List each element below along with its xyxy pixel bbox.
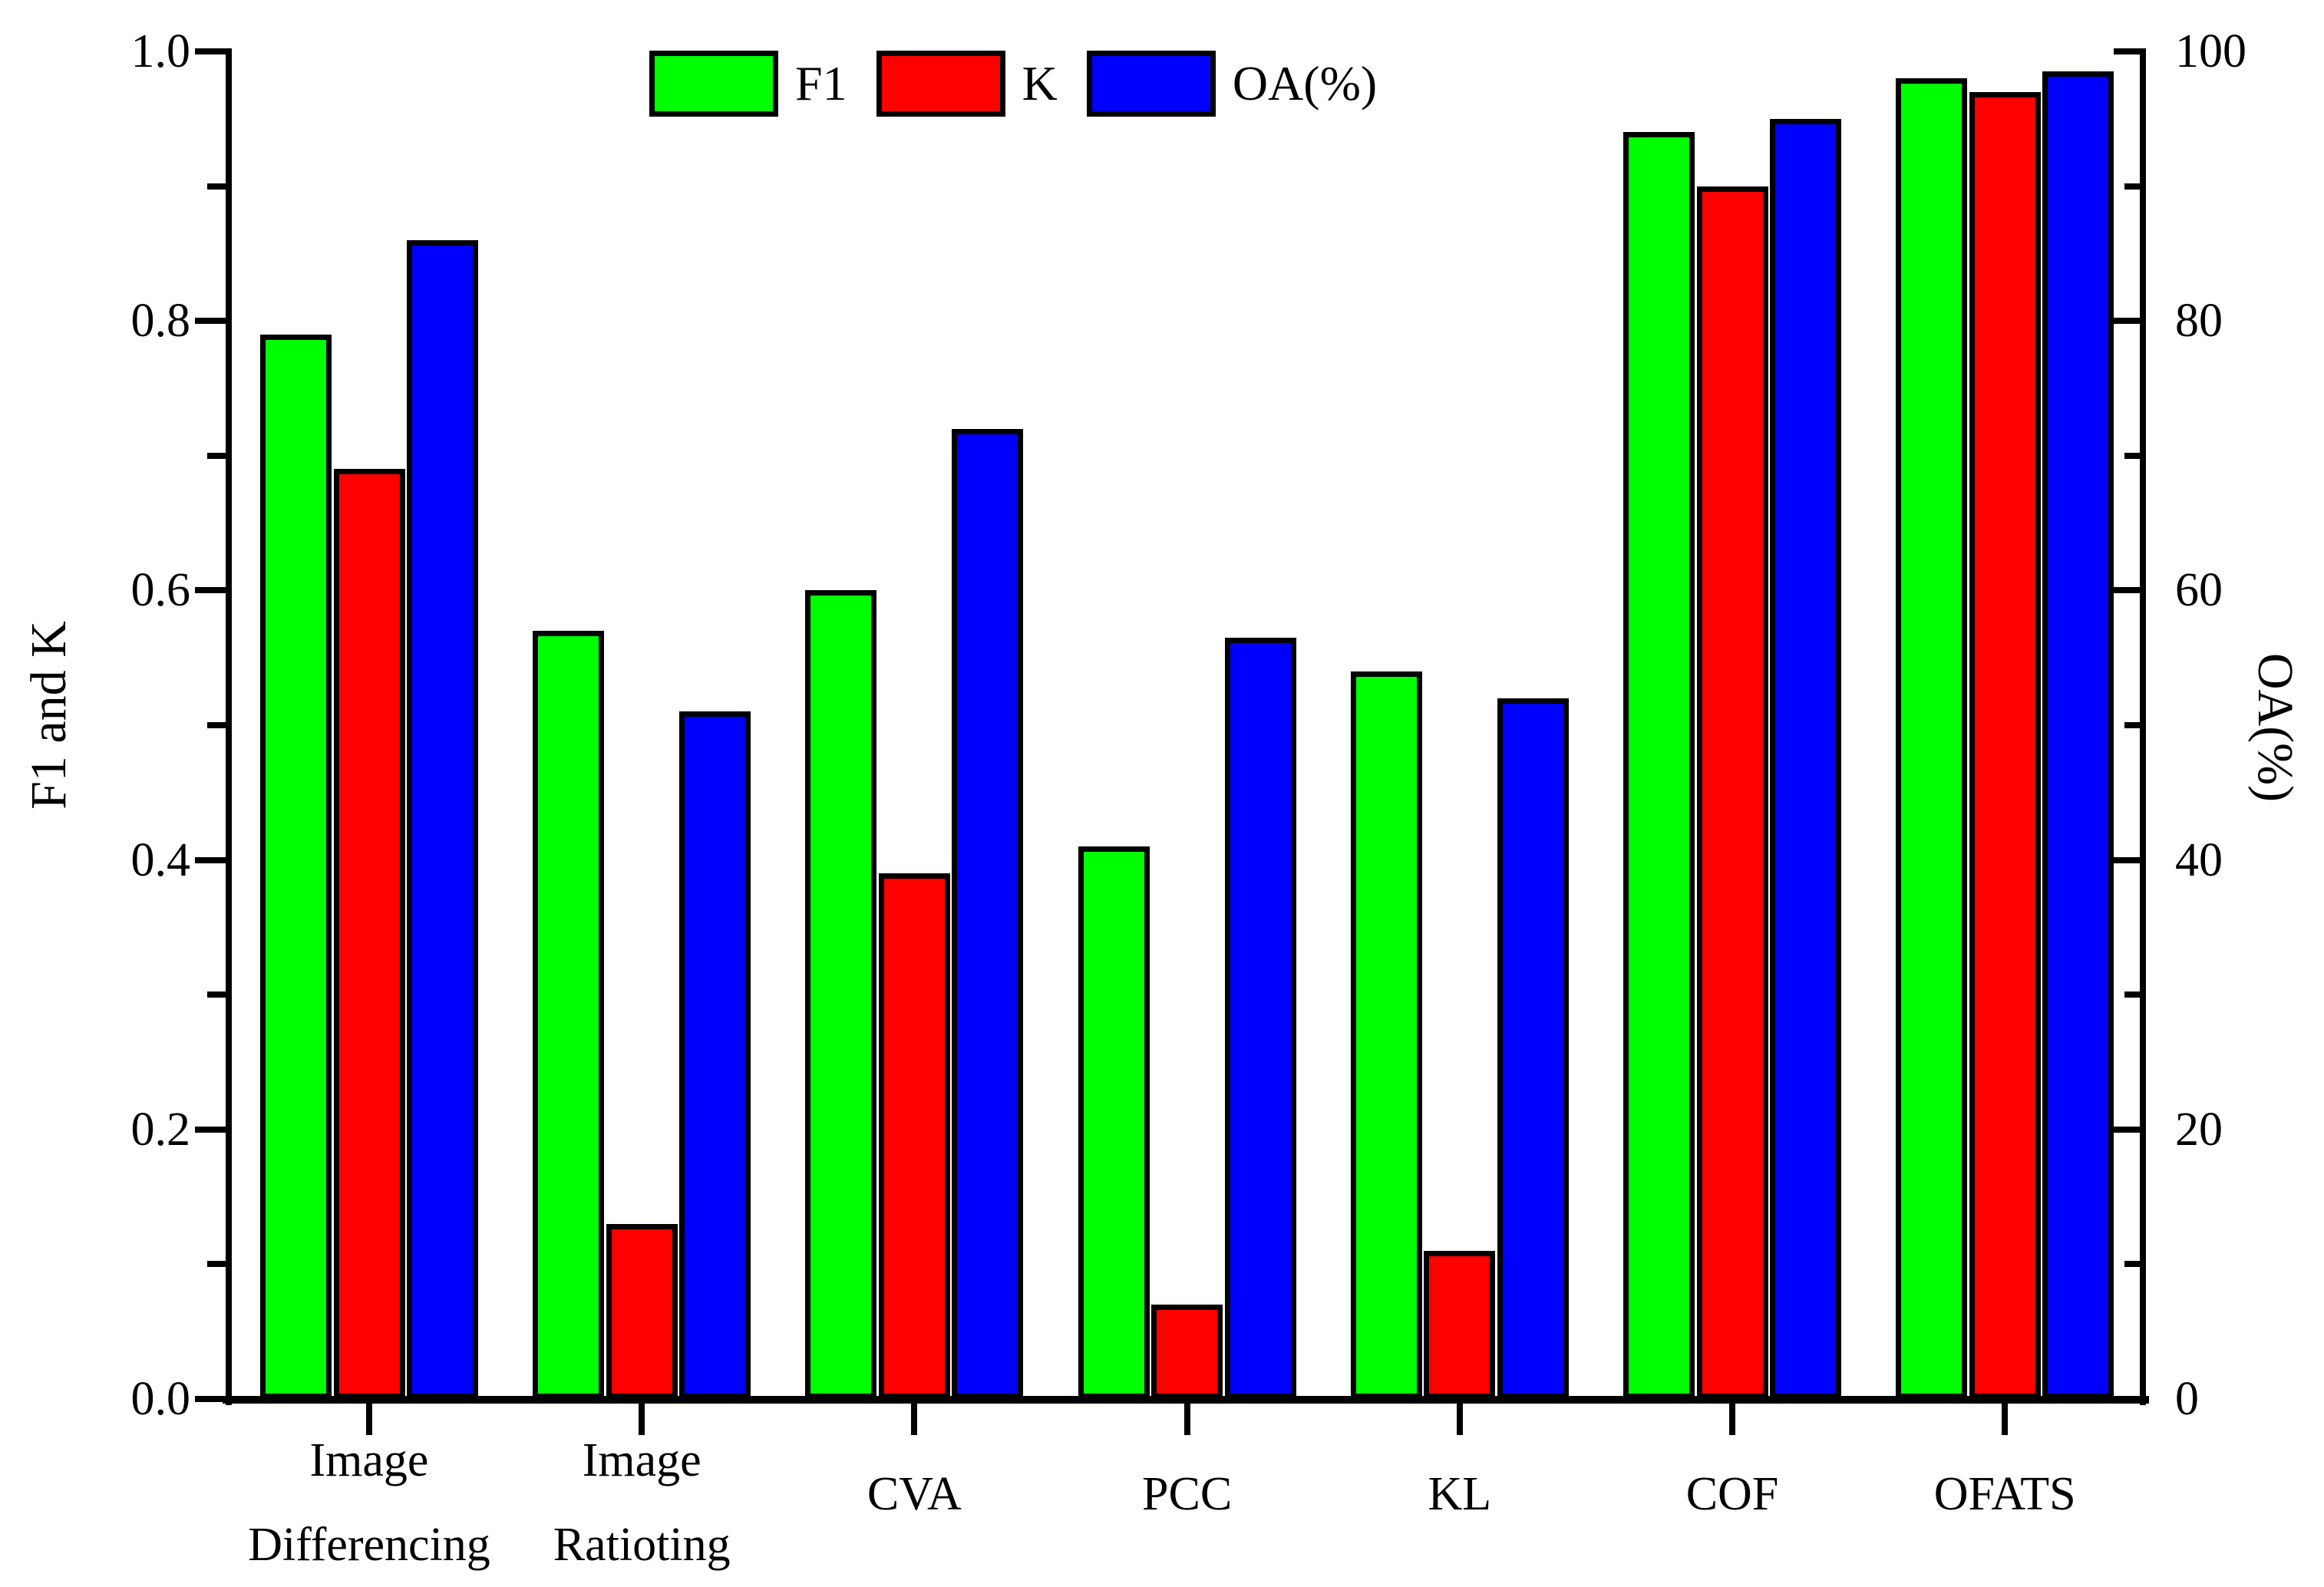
legend-swatch-OA(%) bbox=[1086, 51, 1216, 117]
left-axis-major-tick bbox=[195, 856, 226, 863]
left-axis-title: F1 and K bbox=[21, 621, 77, 810]
legend-item-OA(%): OA(%) bbox=[1086, 51, 1378, 117]
right-axis-title: OA(%) bbox=[2247, 652, 2303, 803]
x-axis-tick bbox=[911, 1403, 918, 1435]
bar-F1-Image Ratioting bbox=[533, 631, 605, 1399]
left-axis-minor-tick bbox=[207, 1261, 226, 1268]
left-axis-major-tick bbox=[195, 587, 226, 594]
x-axis-tick bbox=[366, 1403, 372, 1435]
right-axis-minor-tick bbox=[2124, 722, 2140, 728]
x-axis-line bbox=[223, 1396, 2149, 1404]
bar-F1-COF bbox=[1623, 132, 1695, 1399]
left-axis-tick-label: 0.0 bbox=[130, 1373, 191, 1425]
bar-F1-KL bbox=[1350, 671, 1422, 1399]
left-axis-spine bbox=[226, 48, 232, 1405]
right-axis-minor-tick bbox=[2124, 452, 2140, 459]
right-axis-major-tick bbox=[2114, 1396, 2140, 1402]
right-axis-tick-label: 40 bbox=[2175, 833, 2223, 886]
left-axis-tick-label: 1.0 bbox=[130, 25, 191, 78]
bar-OA(%)-KL bbox=[1497, 698, 1569, 1399]
right-axis-tick-label: 80 bbox=[2175, 295, 2223, 348]
right-axis-minor-tick bbox=[2124, 1261, 2140, 1268]
legend-label: F1 bbox=[795, 56, 847, 111]
right-axis-spine bbox=[2140, 48, 2146, 1405]
bar-OA(%)-COF bbox=[1770, 118, 1841, 1399]
x-axis-tick bbox=[1729, 1403, 1735, 1435]
left-axis-tick-label: 0.6 bbox=[130, 564, 191, 617]
x-axis-tick bbox=[639, 1403, 645, 1435]
x-axis-tick bbox=[1456, 1403, 1463, 1435]
right-axis-major-tick bbox=[2114, 1126, 2140, 1133]
bar-OA(%)-OFATS bbox=[2042, 71, 2114, 1399]
left-axis-major-tick bbox=[195, 48, 226, 54]
bar-K-Image Ratioting bbox=[606, 1223, 678, 1399]
right-axis-major-tick bbox=[2114, 318, 2140, 325]
legend-swatch-K bbox=[876, 51, 1005, 117]
right-axis-tick-label: 20 bbox=[2175, 1103, 2223, 1156]
right-axis-minor-tick bbox=[2124, 991, 2140, 998]
x-axis-category-label-line1: Image bbox=[582, 1434, 701, 1486]
right-axis-major-tick bbox=[2114, 587, 2140, 594]
bar-F1-CVA bbox=[805, 590, 877, 1399]
bar-K-KL bbox=[1424, 1250, 1496, 1399]
bar-OA(%)-Image Differencing bbox=[407, 239, 478, 1399]
right-axis-major-tick bbox=[2114, 48, 2140, 54]
legend-label: K bbox=[1022, 56, 1058, 111]
x-axis-category-label-line2: Ratioting bbox=[553, 1519, 731, 1571]
x-axis-tick bbox=[2002, 1403, 2009, 1435]
left-axis-major-tick bbox=[195, 318, 226, 325]
left-axis-tick-label: 0.8 bbox=[130, 295, 191, 348]
legend-item-F1: F1 bbox=[649, 51, 847, 117]
right-axis-tick-label: 60 bbox=[2175, 564, 2223, 617]
bar-K-OFATS bbox=[1969, 91, 2041, 1399]
bar-OA(%)-Image Ratioting bbox=[679, 711, 751, 1399]
bar-OA(%)-CVA bbox=[952, 428, 1024, 1399]
x-axis-category-label: KL bbox=[1428, 1468, 1492, 1520]
legend-label: OA(%) bbox=[1232, 56, 1378, 111]
left-axis-minor-tick bbox=[207, 722, 226, 728]
x-axis-category-label-line1: Image bbox=[309, 1434, 429, 1486]
bar-F1-PCC bbox=[1078, 846, 1150, 1399]
x-axis-category-label: PCC bbox=[1141, 1468, 1233, 1520]
x-axis-tick bbox=[1183, 1403, 1190, 1435]
left-axis-minor-tick bbox=[207, 991, 226, 998]
bar-F1-Image Differencing bbox=[260, 334, 332, 1399]
chart-legend: F1 K OA(%) bbox=[649, 50, 1377, 117]
legend-swatch-F1 bbox=[649, 51, 778, 117]
bar-OA(%)-PCC bbox=[1224, 637, 1296, 1399]
legend-item-K: K bbox=[876, 51, 1058, 117]
right-axis-tick-label: 100 bbox=[2175, 25, 2246, 78]
left-axis-major-tick bbox=[195, 1396, 226, 1402]
right-axis-tick-label: 0 bbox=[2175, 1373, 2199, 1425]
x-axis-category-label: CVA bbox=[867, 1468, 962, 1520]
bar-F1-OFATS bbox=[1896, 78, 1968, 1399]
bar-K-Image Differencing bbox=[333, 469, 405, 1399]
left-axis-minor-tick bbox=[207, 183, 226, 190]
bar-K-PCC bbox=[1151, 1305, 1223, 1399]
x-axis-category-label: OFATS bbox=[1933, 1468, 2076, 1520]
x-axis-category-label: COF bbox=[1685, 1468, 1779, 1520]
x-axis-category-label-line2: Differencing bbox=[248, 1519, 490, 1571]
plot-area bbox=[195, 48, 2149, 1405]
right-axis-major-tick bbox=[2114, 856, 2140, 863]
left-axis-minor-tick bbox=[207, 452, 226, 459]
bar-K-COF bbox=[1696, 186, 1768, 1399]
left-axis-tick-label: 0.2 bbox=[130, 1103, 191, 1156]
left-axis-major-tick bbox=[195, 1126, 226, 1133]
left-axis-tick-label: 0.4 bbox=[130, 833, 191, 886]
bar-K-CVA bbox=[878, 873, 950, 1399]
right-axis-minor-tick bbox=[2124, 183, 2140, 190]
